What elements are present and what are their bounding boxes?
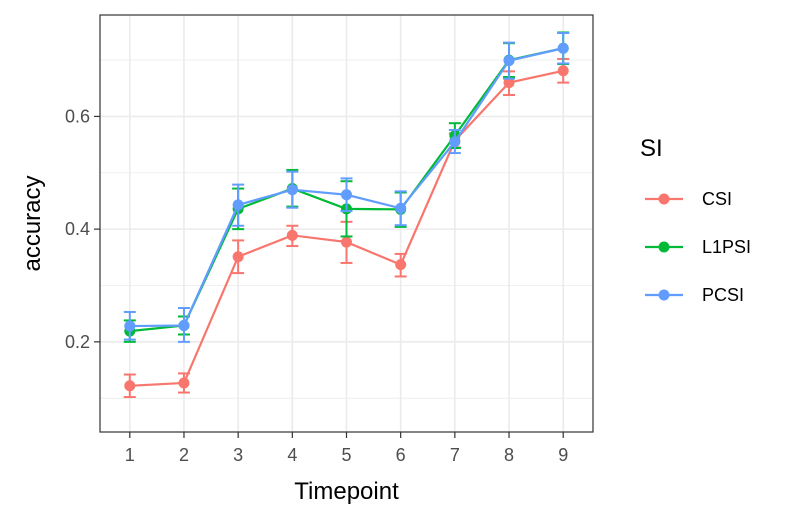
y-tick-label: 0.4 bbox=[65, 219, 90, 239]
x-tick-label: 7 bbox=[450, 445, 460, 465]
x-axis-title: Timepoint bbox=[294, 478, 399, 505]
data-point bbox=[341, 236, 352, 248]
legend-label: PCSI bbox=[702, 285, 744, 305]
data-point bbox=[557, 65, 569, 77]
y-tick-label: 0.2 bbox=[65, 332, 90, 352]
series-layer bbox=[123, 31, 570, 399]
data-point bbox=[395, 259, 407, 271]
x-tick-label: 9 bbox=[558, 445, 568, 465]
x-tick-label: 8 bbox=[504, 445, 514, 465]
legend-item: PCSI bbox=[645, 285, 744, 305]
data-point bbox=[341, 189, 352, 201]
tick-labels: 0.2 0.4 0.6 1 2 3 4 5 6 7 8 9 bbox=[65, 106, 568, 465]
data-point bbox=[286, 229, 298, 241]
data-point bbox=[286, 184, 298, 196]
data-point bbox=[395, 202, 407, 214]
y-axis-title: accuracy bbox=[19, 175, 46, 271]
x-tick-label: 6 bbox=[396, 445, 406, 465]
y-tick-label: 0.6 bbox=[65, 106, 90, 126]
x-tick-label: 3 bbox=[233, 445, 243, 465]
data-point bbox=[503, 77, 515, 89]
x-tick-label: 5 bbox=[341, 445, 351, 465]
legend: SI CSI L1PSI PCSI bbox=[640, 135, 751, 305]
data-point bbox=[557, 42, 569, 54]
data-point bbox=[124, 380, 136, 392]
legend-label: CSI bbox=[702, 189, 732, 209]
data-point bbox=[232, 199, 244, 211]
legend-item: CSI bbox=[645, 189, 732, 209]
data-point bbox=[124, 320, 136, 332]
axis-ticks bbox=[94, 115, 564, 438]
x-tick-label: 1 bbox=[125, 445, 135, 465]
data-point bbox=[232, 251, 244, 263]
data-point bbox=[449, 136, 461, 148]
series-PCSI bbox=[123, 32, 570, 343]
legend-key-point bbox=[658, 193, 670, 205]
data-point bbox=[178, 377, 190, 389]
legend-label: L1PSI bbox=[702, 237, 751, 257]
data-point bbox=[178, 319, 190, 331]
data-point bbox=[503, 55, 515, 67]
x-tick-label: 2 bbox=[179, 445, 189, 465]
legend-key-point bbox=[658, 289, 670, 301]
legend-key-point bbox=[658, 241, 670, 253]
x-tick-label: 4 bbox=[287, 445, 297, 465]
legend-item: L1PSI bbox=[645, 237, 751, 257]
legend-title: SI bbox=[640, 135, 663, 162]
